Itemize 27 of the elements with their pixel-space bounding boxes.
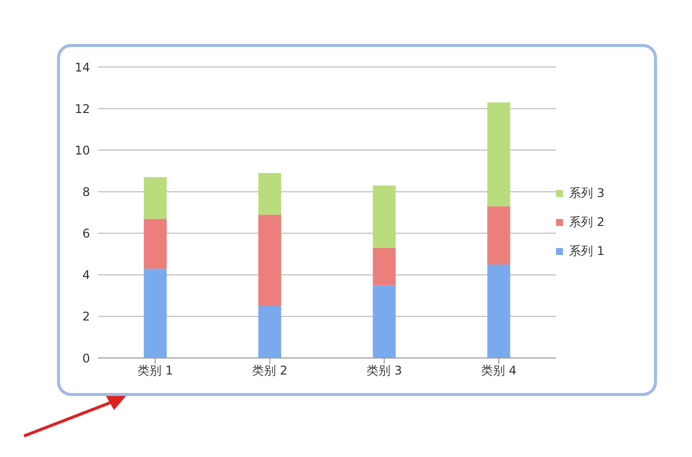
bar [372, 248, 396, 286]
bar [144, 218, 167, 269]
x-tick-label: 类别 4 [481, 364, 516, 378]
bar [487, 102, 510, 206]
x-tick-label: 类别 2 [252, 364, 288, 378]
y-tick-label: 14 [74, 60, 90, 74]
y-tick-label: 4 [82, 268, 90, 282]
legend-label: 系列 2 [569, 214, 604, 230]
y-tick-label: 8 [82, 184, 90, 199]
legend-label: 系列 3 [569, 184, 604, 202]
bar [487, 264, 510, 358]
bar [372, 185, 396, 248]
y-tick-label: 0 [82, 351, 90, 366]
bar [144, 268, 167, 358]
bar [487, 206, 510, 264]
bar [144, 177, 167, 219]
y-tick-label: 10 [74, 143, 90, 158]
bar [258, 173, 282, 215]
legend-label: 系列 1 [569, 242, 604, 260]
bar [258, 214, 282, 306]
y-tick-label: 6 [82, 226, 90, 241]
x-tick-label: 类别 1 [138, 364, 173, 378]
bar [258, 306, 282, 358]
bar [372, 285, 396, 358]
y-tick-label: 2 [82, 310, 90, 324]
y-tick-label: 12 [74, 102, 90, 116]
x-tick-label: 类别 3 [366, 364, 402, 378]
